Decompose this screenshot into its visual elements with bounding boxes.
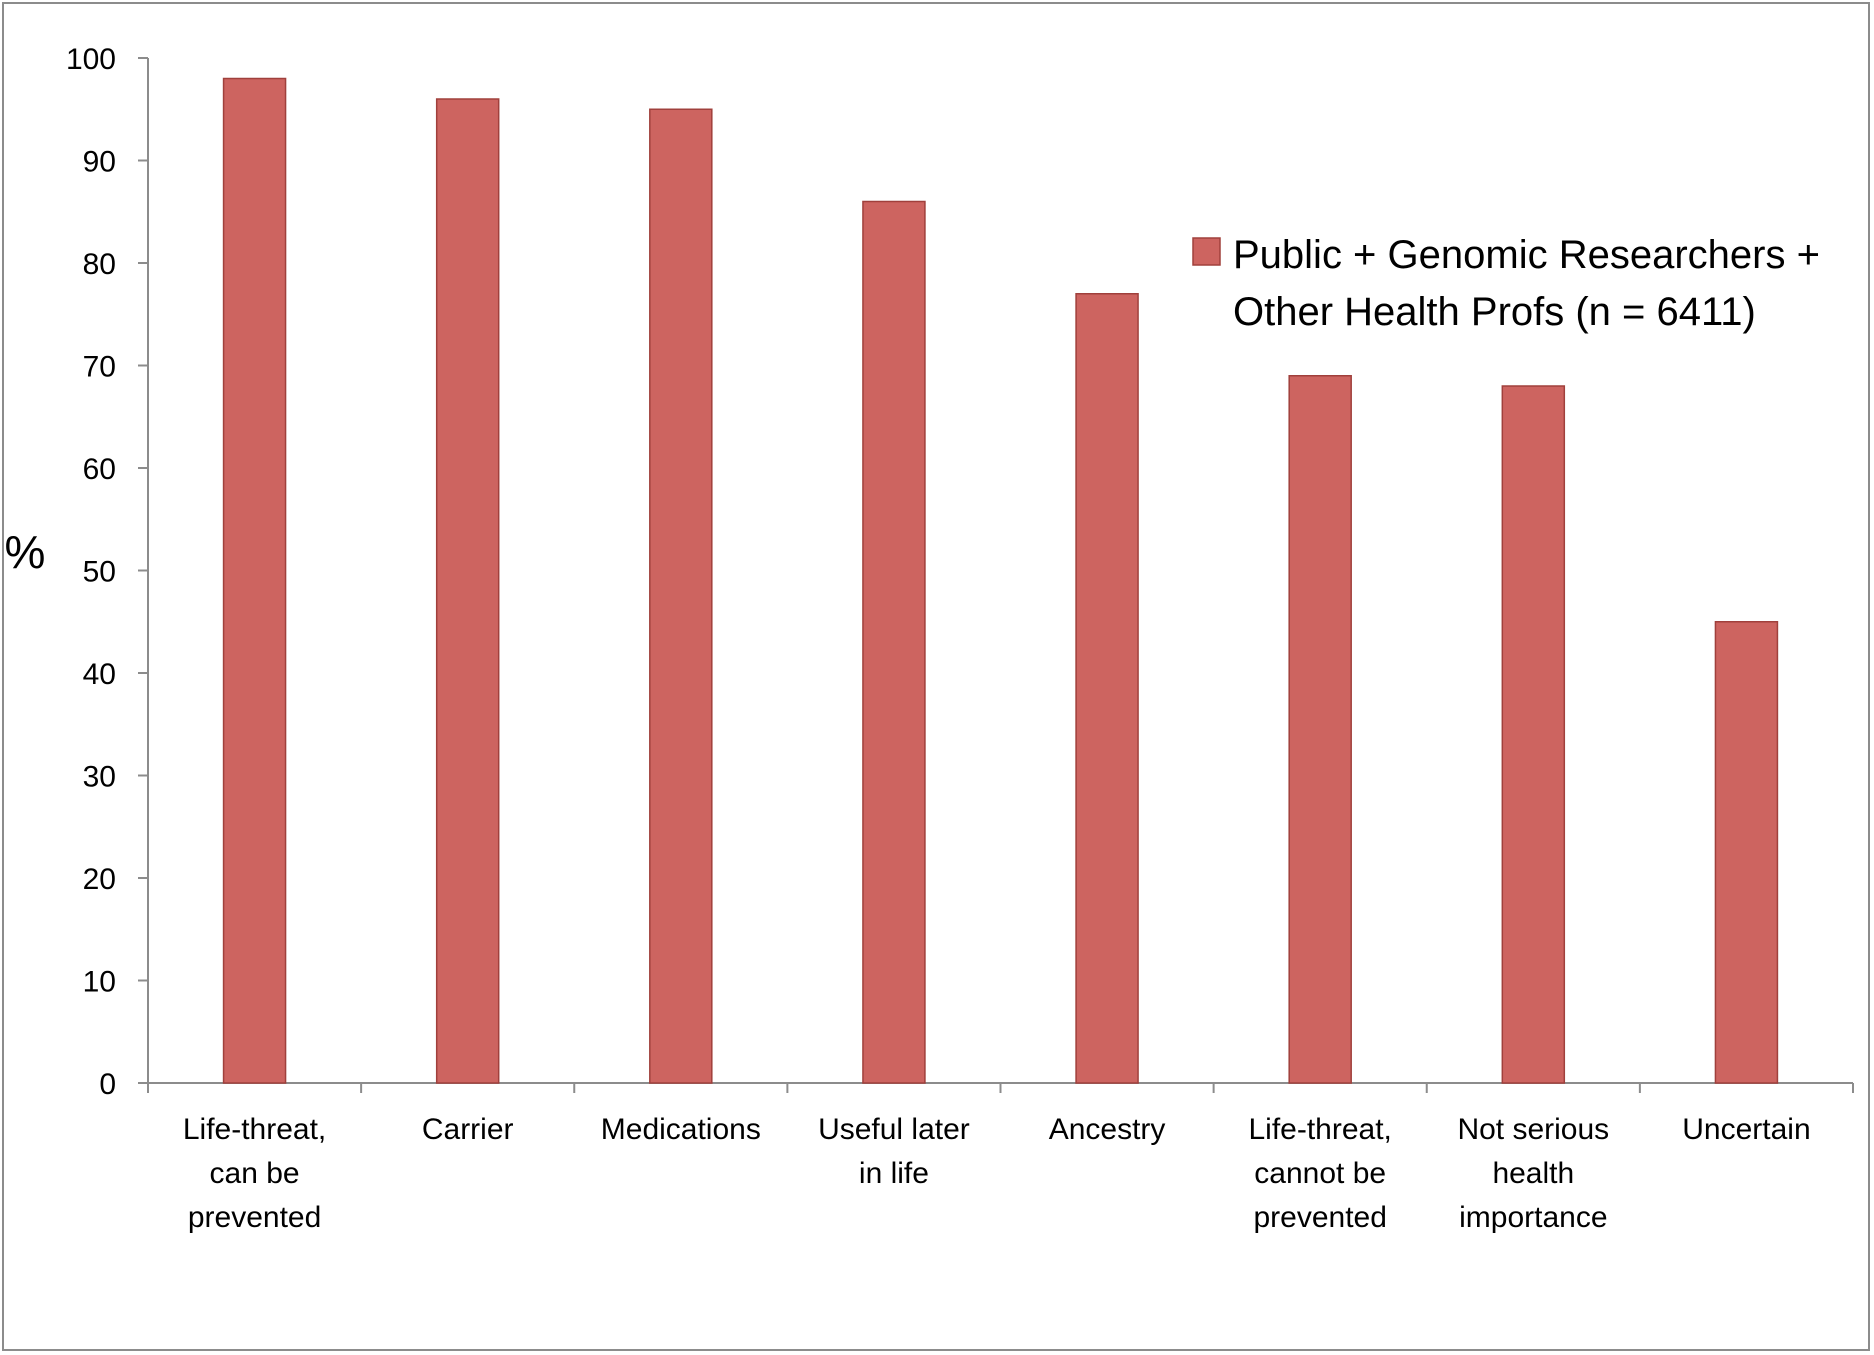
y-tick-label: 90 [83,146,116,179]
x-tick-label-line: Useful later [818,1113,970,1146]
bar [649,108,713,1084]
x-tick-label-line: can be [210,1157,300,1190]
y-axis-label: % [5,526,46,578]
x-tick-label: Life-threat, cannot be prevented [1248,1113,1391,1234]
bar [435,98,500,1084]
bars [222,77,1779,1084]
legend-swatch [1192,237,1221,266]
x-tick-label-line: prevented [188,1201,321,1234]
bar [1714,621,1779,1084]
y-tick-label: 10 [83,966,116,999]
y-tick-label: 50 [83,556,116,589]
legend: Public + Genomic Researchers + Other Heal… [1192,233,1820,334]
y-tick-label: 20 [83,863,116,896]
bar [1075,293,1139,1084]
x-tick-label-line: prevented [1253,1201,1386,1234]
x-tick-label: Not serious health importance [1457,1113,1609,1234]
y-tick-label: 30 [83,761,116,794]
x-tick-label-line: cannot be [1254,1157,1386,1190]
x-tick-label: Medications [601,1113,761,1146]
y-tick-label: 80 [83,248,116,281]
x-tick-label-line: importance [1459,1201,1607,1234]
axes [138,57,1854,1093]
legend-label: Public + Genomic Researchers + Other Heal… [1233,233,1820,334]
x-tick-label-line: Life-threat, [1248,1113,1391,1146]
legend-label-line: Other Health Profs (n = 6411) [1233,290,1756,334]
y-tick-label: 60 [83,453,116,486]
x-tick-labels: Life-threat, can be prevented Carrier Medica… [183,1113,1811,1234]
x-tick-label: Life-threat, can be prevented [183,1113,326,1234]
x-tick-label-line: Uncertain [1682,1113,1810,1146]
x-tick-label: Uncertain [1682,1113,1810,1146]
x-tick-label-line: Ancestry [1049,1113,1166,1146]
x-tick-label: Ancestry [1049,1113,1166,1146]
x-tick-label-line: Medications [601,1113,761,1146]
x-tick-label: Carrier [422,1113,514,1146]
y-tick-label: 70 [83,351,116,384]
x-tick-label: Useful later in life [818,1113,970,1190]
bar [222,77,287,1084]
y-tick-label: 100 [66,43,116,76]
bar [862,200,926,1084]
bar [1501,385,1566,1084]
legend-label-line: Public + Genomic Researchers + [1233,233,1820,277]
y-tick-labels: 0 10 20 30 40 50 60 70 80 90 100 [66,43,116,1101]
x-tick-label-line: health [1492,1157,1574,1190]
x-tick-label-line: in life [859,1157,929,1190]
x-tick-label-line: Not serious [1457,1113,1609,1146]
x-tick-label-line: Life-threat, [183,1113,326,1146]
x-tick-label-line: Carrier [422,1113,514,1146]
bar [1288,375,1352,1084]
y-tick-label: 40 [83,658,116,691]
y-tick-label: 0 [99,1068,116,1101]
